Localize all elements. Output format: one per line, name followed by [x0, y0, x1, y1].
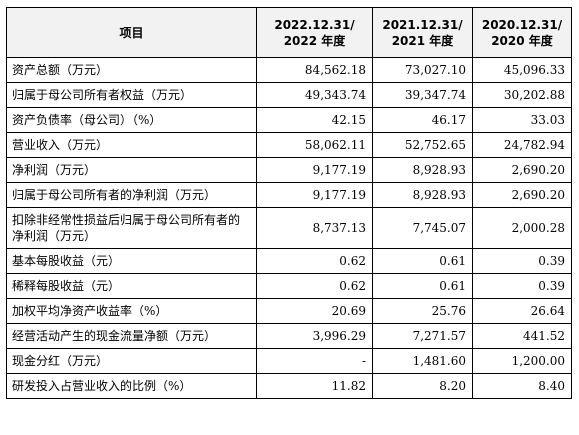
row-label: 扣除非经常性损益后归属于母公司所有者的净利润（万元） [6, 207, 257, 249]
cell-2020: 441.52 [472, 323, 572, 349]
header-2020: 2020.12.31/ 2020 年度 [472, 7, 572, 58]
cell-2021: 8,928.93 [372, 182, 473, 208]
row-label: 净利润（万元） [6, 157, 257, 183]
cell-2020: 30,202.88 [472, 82, 572, 108]
table-header-row: 项目 2022.12.31/ 2022 年度 2021.12.31/ 2021 … [6, 7, 572, 58]
cell-2021: 8.20 [372, 373, 473, 399]
cell-2020: 0.39 [472, 248, 572, 274]
cell-2022: 42.15 [256, 107, 373, 133]
cell-2021: 0.61 [372, 273, 473, 299]
table-row: 净利润（万元） 9,177.19 8,928.93 2,690.20 [6, 157, 572, 183]
table-row: 基本每股收益（元） 0.62 0.61 0.39 [6, 248, 572, 274]
table-row: 研发投入占营业收入的比例（%） 11.82 8.20 8.40 [6, 373, 572, 399]
row-label: 现金分红（万元） [6, 348, 257, 374]
row-label: 资产总额（万元） [6, 57, 257, 83]
cell-2021: 25.76 [372, 298, 473, 324]
table-row: 加权平均净资产收益率（%） 20.69 25.76 26.64 [6, 298, 572, 324]
header-2021-date: 2021.12.31/ [382, 17, 463, 32]
cell-2022: 84,562.18 [256, 57, 373, 83]
header-item: 项目 [6, 7, 257, 58]
row-label: 归属于母公司所有者的净利润（万元） [6, 182, 257, 208]
table-row: 营业收入（万元） 58,062.11 52,752.65 24,782.94 [6, 132, 572, 158]
cell-2020: 2,690.20 [472, 157, 572, 183]
cell-2022: 49,343.74 [256, 82, 373, 108]
row-label: 稀释每股收益（元） [6, 273, 257, 299]
row-label: 资产负债率（母公司）（%） [6, 107, 257, 133]
cell-2022: 9,177.19 [256, 157, 373, 183]
cell-2022: - [256, 348, 373, 374]
cell-2020: 45,096.33 [472, 57, 572, 83]
cell-2020: 0.39 [472, 273, 572, 299]
cell-2021: 8,928.93 [372, 157, 473, 183]
cell-2021: 52,752.65 [372, 132, 473, 158]
header-2021: 2021.12.31/ 2021 年度 [372, 7, 473, 58]
cell-2021: 1,481.60 [372, 348, 473, 374]
row-label: 加权平均净资产收益率（%） [6, 298, 257, 324]
table-row: 稀释每股收益（元） 0.62 0.61 0.39 [6, 273, 572, 299]
financial-indicators-table: 项目 2022.12.31/ 2022 年度 2021.12.31/ 2021 … [6, 7, 572, 399]
cell-2022: 0.62 [256, 273, 373, 299]
row-label: 研发投入占营业收入的比例（%） [6, 373, 257, 399]
cell-2021: 7,745.07 [372, 207, 473, 249]
cell-2022: 20.69 [256, 298, 373, 324]
cell-2020: 2,000.28 [472, 207, 572, 249]
header-2021-year: 2021 年度 [391, 33, 454, 48]
cell-2022: 58,062.11 [256, 132, 373, 158]
cell-2022: 3,996.29 [256, 323, 373, 349]
cell-2021: 39,347.74 [372, 82, 473, 108]
cell-2022: 0.62 [256, 248, 373, 274]
cell-2020: 33.03 [472, 107, 572, 133]
table-row: 资产负债率（母公司）（%） 42.15 46.17 33.03 [6, 107, 572, 133]
cell-2022: 8,737.13 [256, 207, 373, 249]
cell-2020: 1,200.00 [472, 348, 572, 374]
cell-2020: 8.40 [472, 373, 572, 399]
header-2022: 2022.12.31/ 2022 年度 [256, 7, 373, 58]
header-2020-year: 2020 年度 [491, 33, 553, 48]
cell-2020: 26.64 [472, 298, 572, 324]
header-2022-year: 2022 年度 [283, 33, 346, 48]
cell-2022: 11.82 [256, 373, 373, 399]
row-label: 归属于母公司所有者权益（万元） [6, 82, 257, 108]
table-row: 归属于母公司所有者的净利润（万元） 9,177.19 8,928.93 2,69… [6, 182, 572, 208]
header-2022-date: 2022.12.31/ [274, 17, 355, 32]
cell-2021: 7,271.57 [372, 323, 473, 349]
table-row: 资产总额（万元） 84,562.18 73,027.10 45,096.33 [6, 57, 572, 83]
table-row: 扣除非经常性损益后归属于母公司所有者的净利润（万元） 8,737.13 7,74… [6, 207, 572, 249]
table-row: 归属于母公司所有者权益（万元） 49,343.74 39,347.74 30,2… [6, 82, 572, 108]
cell-2021: 46.17 [372, 107, 473, 133]
cell-2021: 0.61 [372, 248, 473, 274]
row-label: 经营活动产生的现金流量净额（万元） [6, 323, 257, 349]
header-2020-date: 2020.12.31/ [481, 17, 563, 32]
cell-2022: 9,177.19 [256, 182, 373, 208]
table-row: 现金分红（万元） - 1,481.60 1,200.00 [6, 348, 572, 374]
cell-2021: 73,027.10 [372, 57, 473, 83]
cell-2020: 24,782.94 [472, 132, 572, 158]
row-label: 营业收入（万元） [6, 132, 257, 158]
cell-2020: 2,690.20 [472, 182, 572, 208]
financial-table-container: 项目 2022.12.31/ 2022 年度 2021.12.31/ 2021 … [6, 7, 572, 399]
row-label: 基本每股收益（元） [6, 248, 257, 274]
table-row: 经营活动产生的现金流量净额（万元） 3,996.29 7,271.57 441.… [6, 323, 572, 349]
